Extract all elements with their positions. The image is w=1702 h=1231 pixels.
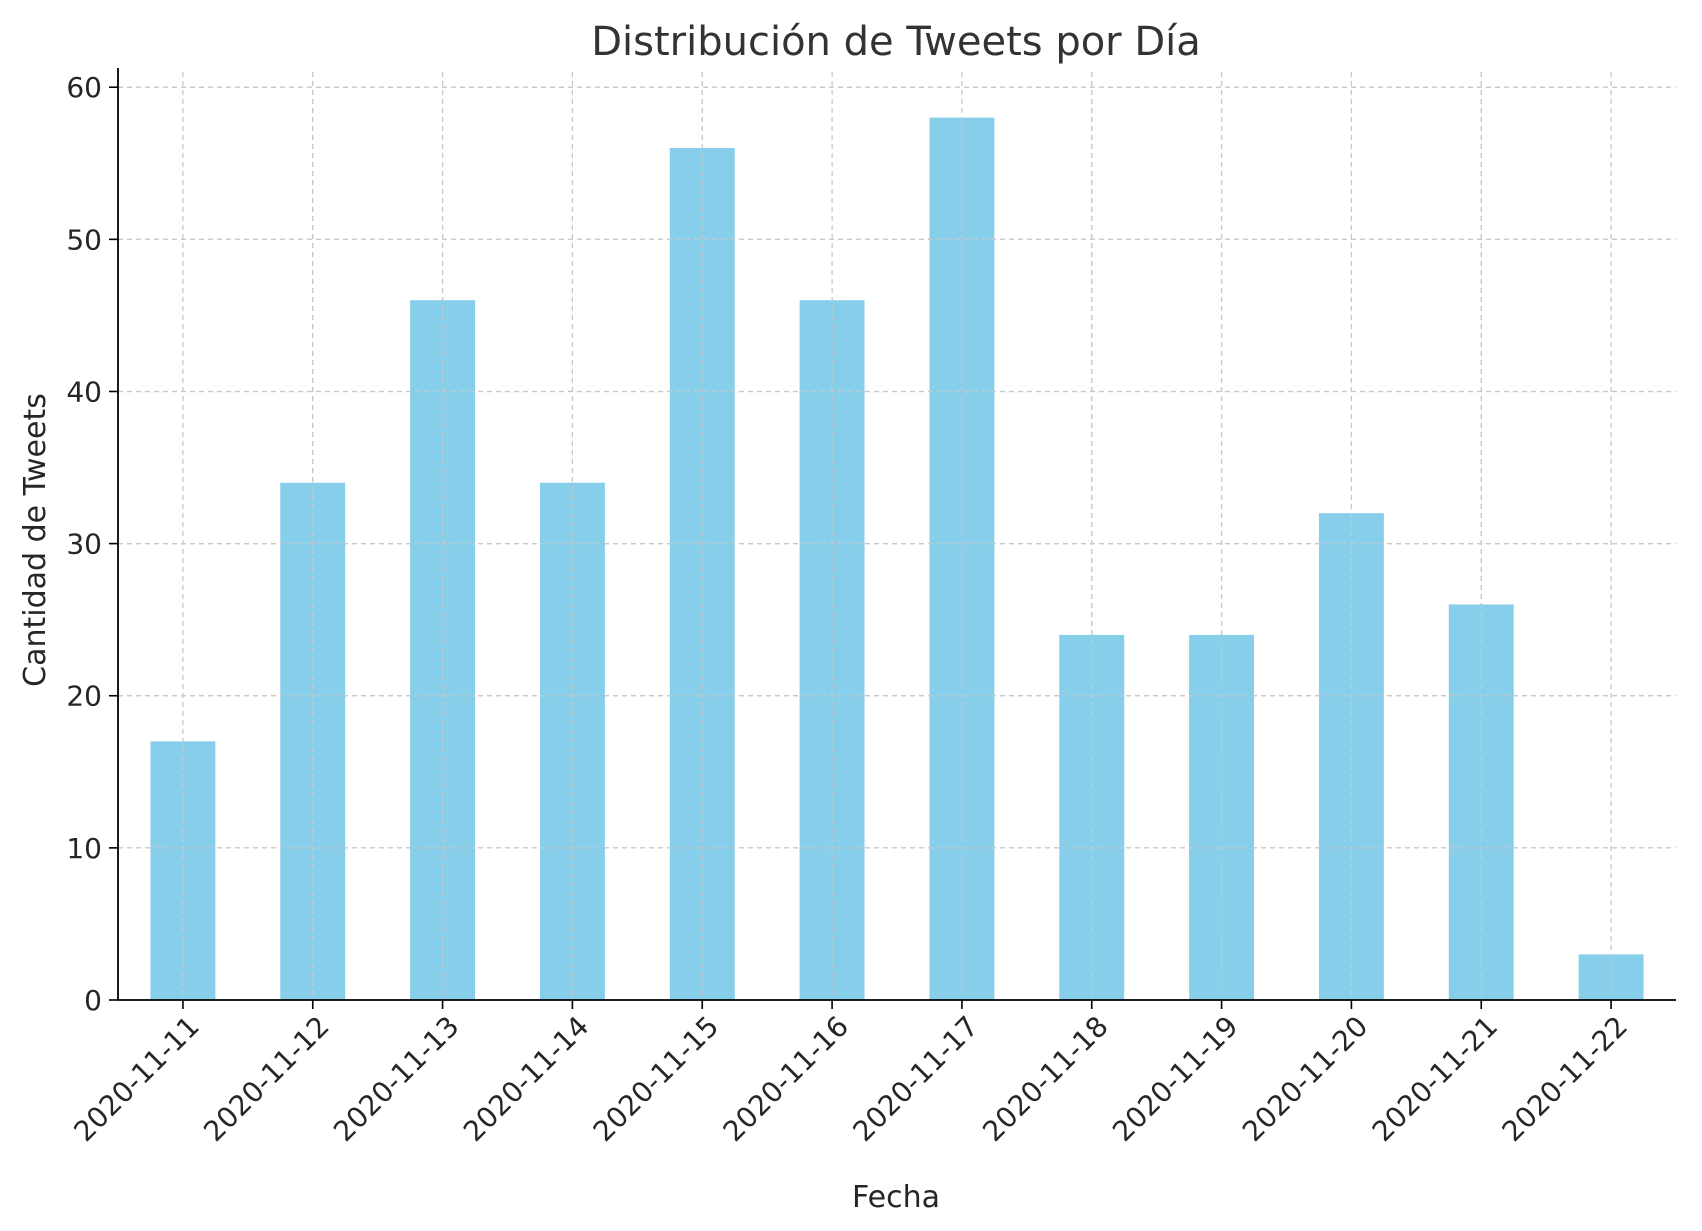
x-axis-label: Fecha	[852, 1180, 940, 1215]
chart-title: Distribución de Tweets por Día	[591, 19, 1201, 65]
x-tick-label: 2020-11-19	[1106, 1010, 1244, 1148]
y-tick-label: 50	[66, 223, 102, 256]
x-tick-label: 2020-11-20	[1236, 1010, 1374, 1148]
y-tick-label: 30	[66, 528, 102, 561]
y-tick-label: 60	[66, 71, 102, 104]
x-tick-label: 2020-11-17	[846, 1010, 984, 1148]
y-tick-label: 40	[66, 375, 102, 408]
y-tick-label: 0	[84, 984, 102, 1017]
y-tick-label: 20	[66, 680, 102, 713]
grid-layer	[118, 72, 1676, 1001]
x-tick-label: 2020-11-22	[1496, 1010, 1634, 1148]
x-tick-label: 2020-11-12	[197, 1010, 335, 1148]
x-tick-label: 2020-11-15	[587, 1010, 725, 1148]
grid-overlay	[118, 72, 1676, 1001]
axes-layer	[117, 68, 1676, 1001]
y-axis-label: Cantidad de Tweets	[18, 393, 53, 687]
x-ticks: 2020-11-112020-11-122020-11-132020-11-14…	[67, 1000, 1634, 1148]
x-tick-label: 2020-11-21	[1366, 1010, 1504, 1148]
bars-layer	[118, 72, 1676, 1001]
bar-2020-11-11	[150, 741, 216, 1000]
x-tick-label: 2020-11-14	[457, 1010, 595, 1148]
y-ticks: 0 10 20 30 40 50 60	[66, 71, 118, 1017]
x-tick-label: 2020-11-16	[717, 1010, 855, 1148]
x-tick-label: 2020-11-13	[327, 1010, 465, 1148]
y-tick-label: 10	[66, 832, 102, 865]
x-tick-label: 2020-11-11	[67, 1010, 205, 1148]
x-tick-label: 2020-11-18	[976, 1010, 1114, 1148]
bar-2020-11-15	[669, 148, 735, 1001]
